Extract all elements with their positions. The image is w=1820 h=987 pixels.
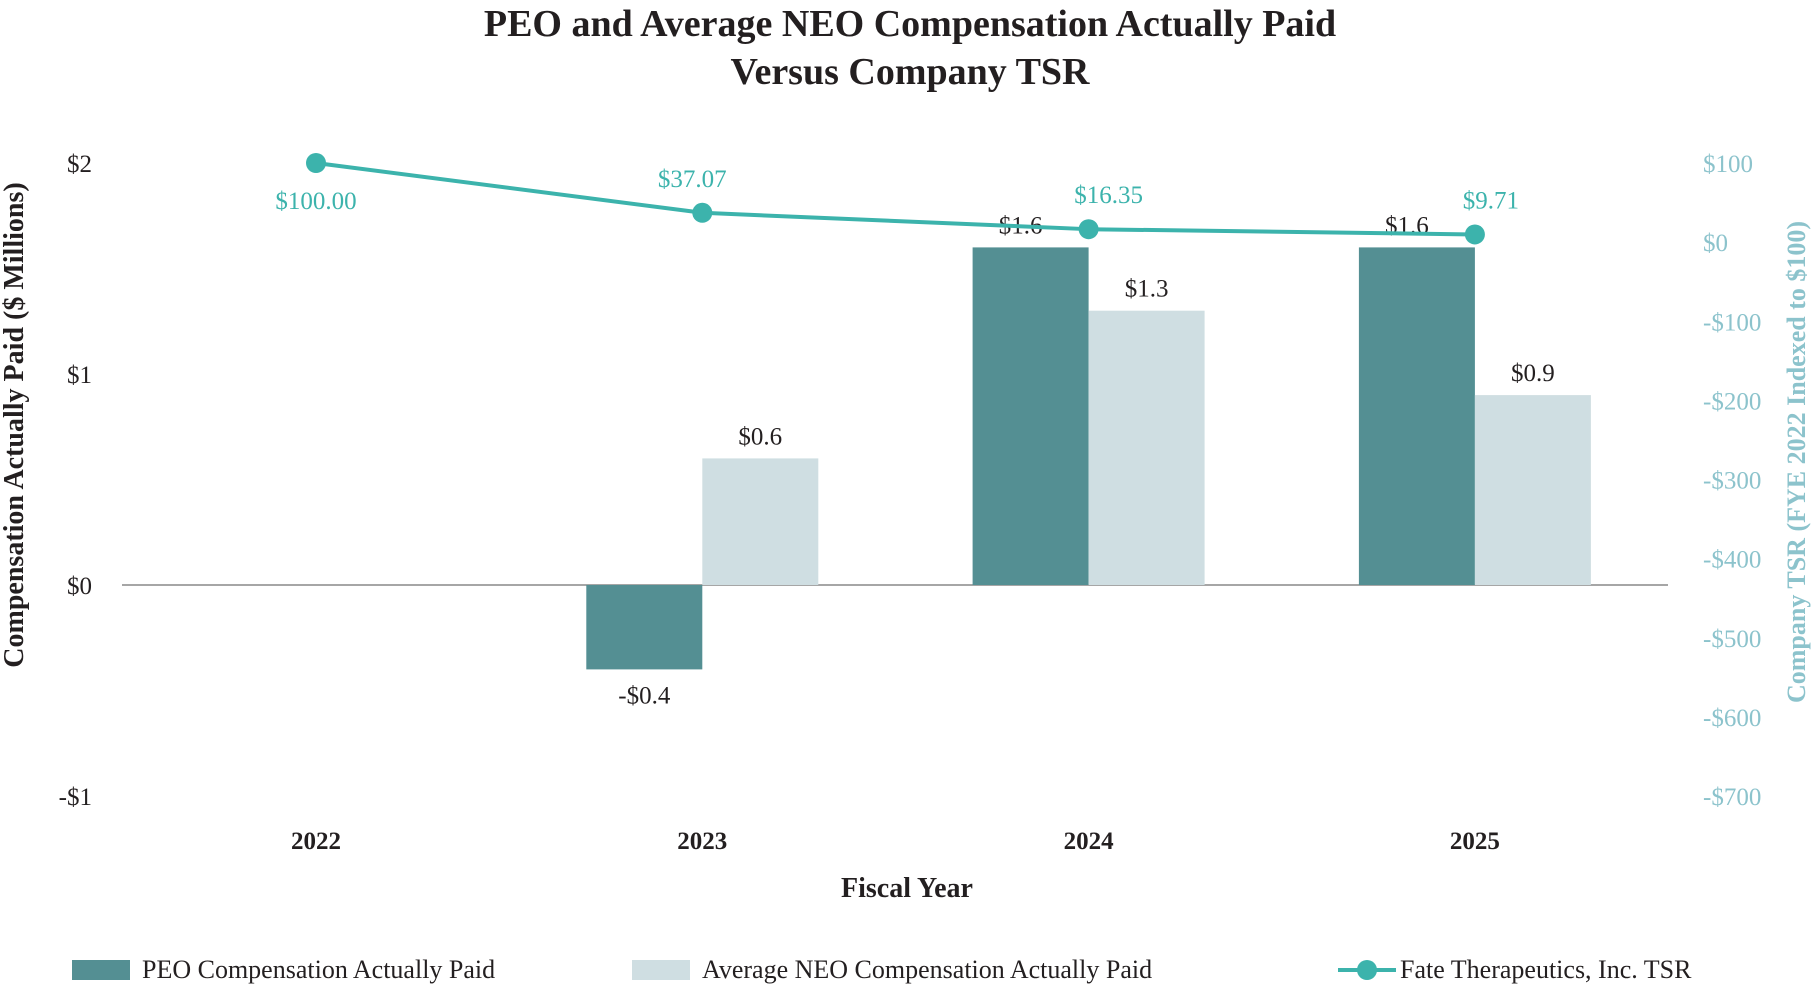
tsr-point-marker xyxy=(306,153,326,173)
bar-peo xyxy=(972,247,1089,585)
right-tick-label: -$100 xyxy=(1703,309,1761,336)
legend-item-peo: PEO Compensation Actually Paid xyxy=(72,955,495,985)
legend-swatch-peo xyxy=(72,960,130,980)
left-tick-label: -$1 xyxy=(59,784,92,811)
right-tick-label: -$500 xyxy=(1703,626,1761,653)
tsr-data-label: $16.35 xyxy=(1074,182,1143,209)
right-tick-label: -$200 xyxy=(1703,388,1761,415)
left-tick-label: $2 xyxy=(67,151,92,178)
bar-peo xyxy=(586,585,703,670)
x-tick-label: 2022 xyxy=(291,828,341,855)
right-axis-ticks: $100 $0 -$100 -$200 -$300 -$400 -$500 -$600 -$70… xyxy=(1703,151,1761,811)
bar-label-peo: -$0.4 xyxy=(618,682,671,709)
x-axis-title: Fiscal Year xyxy=(841,873,973,904)
bar-neo xyxy=(702,458,819,585)
left-tick-label: $1 xyxy=(67,362,92,389)
x-tick-label: 2023 xyxy=(677,828,727,855)
x-tick-label: 2024 xyxy=(1064,828,1115,855)
bar-label-neo: $0.6 xyxy=(738,423,782,450)
right-tick-label: -$400 xyxy=(1703,547,1761,574)
y-axis-title-left: Compensation Actually Paid ($ Millions) xyxy=(0,182,30,667)
legend-swatch-neo xyxy=(632,960,690,980)
y-axis-title-right: Company TSR (FYE 2022 Indexed to $100) xyxy=(1782,221,1811,703)
bar-neo xyxy=(1088,310,1205,585)
x-tick-label: 2025 xyxy=(1450,828,1500,855)
bars-group xyxy=(586,247,1591,670)
right-tick-label: $0 xyxy=(1703,230,1728,257)
chart-title: PEO and Average NEO Compensation Actuall… xyxy=(0,0,1820,96)
left-tick-label: $0 xyxy=(67,573,92,600)
left-axis-ticks: $2 $1 $0 -$1 xyxy=(59,151,92,811)
tsr-point-marker xyxy=(692,202,713,223)
bar-label-neo: $1.3 xyxy=(1125,276,1169,303)
tsr-series-line xyxy=(315,161,1475,237)
chart-title-line-2: Versus Company TSR xyxy=(730,51,1090,93)
bar-label-neo: $0.9 xyxy=(1511,360,1555,387)
legend-label-tsr: Fate Therapeutics, Inc. TSR xyxy=(1400,955,1692,984)
legend-item-tsr: Fate Therapeutics, Inc. TSR xyxy=(1338,955,1691,985)
right-tick-label: -$700 xyxy=(1703,784,1761,811)
tsr-data-label: $100.00 xyxy=(275,188,356,215)
right-tick-label: $100 xyxy=(1703,151,1753,178)
x-axis-ticks: 2022 2023 2024 2025 xyxy=(291,828,1500,855)
tsr-labels-group: $100.00 $37.07 $16.35 $9.71 xyxy=(275,166,1519,215)
tsr-data-label: $37.07 xyxy=(658,166,727,193)
legend-line-marker-icon xyxy=(1338,958,1396,982)
right-tick-label: -$600 xyxy=(1703,705,1761,732)
legend-label-neo: Average NEO Compensation Actually Paid xyxy=(702,955,1153,984)
right-tick-label: -$300 xyxy=(1703,468,1761,495)
tsr-point-marker xyxy=(1464,224,1485,245)
tsr-point-marker xyxy=(1078,219,1099,240)
bar-neo xyxy=(1474,395,1591,585)
tsr-data-label: $9.71 xyxy=(1463,187,1519,214)
legend-item-neo: Average NEO Compensation Actually Paid xyxy=(632,955,1152,985)
chart-title-line-1: PEO and Average NEO Compensation Actuall… xyxy=(483,3,1337,45)
tsr-line-group xyxy=(306,153,1485,245)
bar-peo xyxy=(1358,247,1475,585)
legend-label-peo: PEO Compensation Actually Paid xyxy=(142,955,496,984)
legend: PEO Compensation Actually Paid Average N… xyxy=(0,955,1820,987)
